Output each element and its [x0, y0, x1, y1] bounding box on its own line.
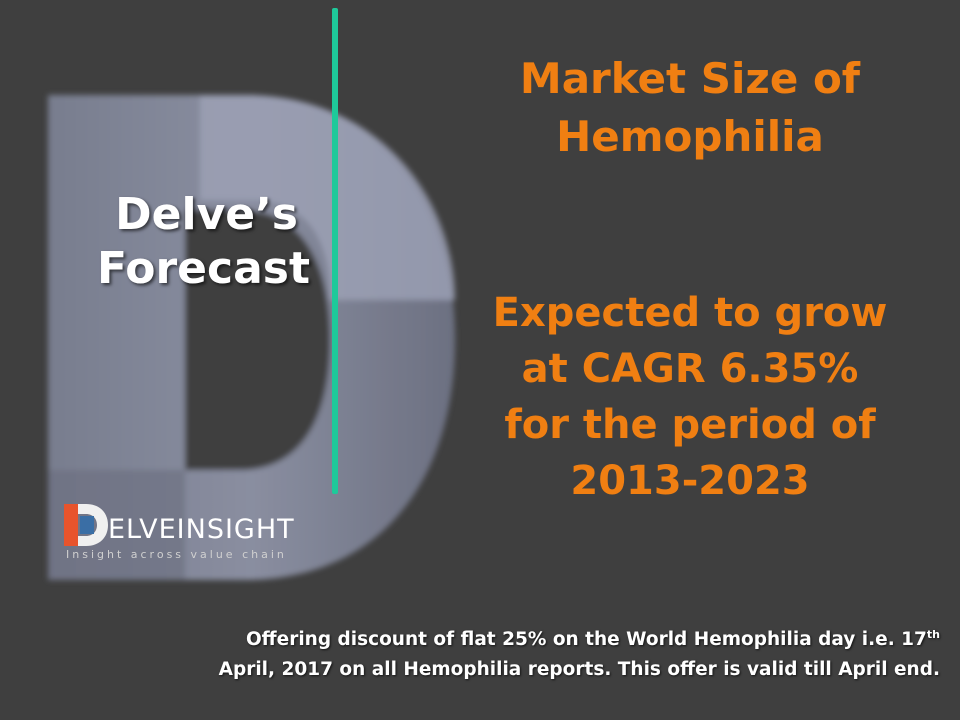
growth-line-1: Expected to grow [492, 290, 888, 336]
delveinsight-logo: ELVEINSIGHT Insight across value chain [60, 500, 345, 568]
offer-line-2: April, 2017 on all Hemophilia reports. T… [218, 659, 940, 681]
logo-wordmark: ELVEINSIGHT [108, 514, 295, 545]
offer-line-1-superscript: th [926, 628, 940, 641]
growth-line-2: at CAGR 6.35% [521, 346, 859, 392]
delve-label: Delve’s [115, 189, 298, 240]
vertical-divider-line [332, 8, 338, 494]
title-line-2: Hemophilia [556, 112, 824, 161]
growth-line-3: for the period of [504, 402, 876, 448]
growth-statement: Expected to grow at CAGR 6.35% for the p… [440, 285, 940, 509]
title-line-1: Market Size of [519, 54, 861, 103]
delveinsight-d-logo-icon [64, 504, 108, 546]
page-title: Market Size of Hemophilia [440, 50, 940, 166]
logo-tagline: Insight across value chain [66, 548, 287, 561]
growth-line-4: 2013-2023 [570, 458, 810, 504]
offer-line-1: Offering discount of flat 25% on the Wor… [100, 620, 940, 655]
offer-text: Offering discount of flat 25% on the Wor… [100, 620, 940, 685]
delve-forecast-heading: Delve’s Forecast [60, 188, 310, 296]
offer-line-1-text: Offering discount of flat 25% on the Wor… [245, 629, 927, 651]
forecast-label: Forecast [96, 243, 310, 294]
